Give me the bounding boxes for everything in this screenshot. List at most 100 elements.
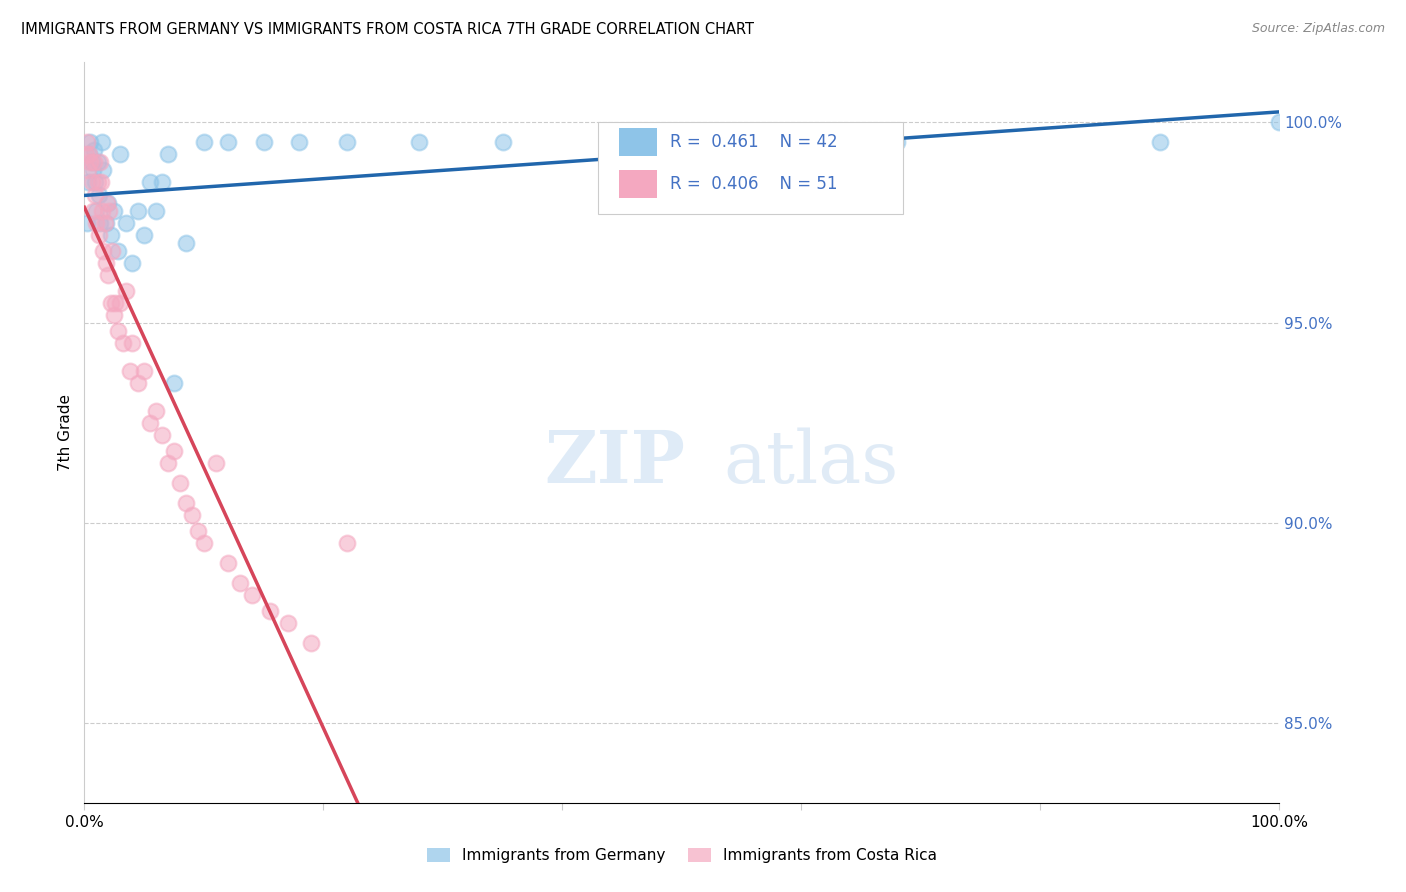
Point [145, 203, 167, 218]
Point [145, 403, 167, 417]
Point [104, 295, 127, 310]
Point [336, 136, 359, 150]
Point [193, 136, 215, 150]
Point [132, 227, 156, 242]
Point [121, 255, 143, 269]
Point [301, 636, 323, 650]
Point [288, 136, 311, 150]
Point [107, 324, 129, 338]
Point [89, 215, 111, 229]
Point [80, 176, 103, 190]
Point [163, 443, 186, 458]
Point [174, 235, 197, 250]
Point [84, 187, 107, 202]
Point [100, 227, 122, 242]
Point [83, 144, 105, 158]
Point [174, 496, 197, 510]
Point [91, 203, 114, 218]
Point [163, 376, 186, 390]
Text: Source: ZipAtlas.com: Source: ZipAtlas.com [1251, 22, 1385, 36]
Point [118, 363, 141, 377]
Point [157, 147, 180, 161]
FancyBboxPatch shape [599, 121, 903, 214]
Point [229, 575, 252, 590]
Point [110, 295, 132, 310]
Point [96, 195, 118, 210]
Point [103, 308, 125, 322]
Point [121, 335, 143, 350]
Point [205, 456, 228, 470]
Point [93, 163, 115, 178]
Point [132, 363, 156, 377]
Legend: Immigrants from Germany, Immigrants from Costa Rica: Immigrants from Germany, Immigrants from… [420, 842, 943, 869]
Text: atlas: atlas [724, 427, 898, 498]
Y-axis label: 7th Grade: 7th Grade [58, 394, 73, 471]
Point [82, 163, 104, 178]
Point [277, 615, 299, 630]
Point [82, 203, 104, 218]
Point [76, 136, 98, 150]
Point [87, 227, 110, 242]
Point [79, 155, 101, 169]
Point [1268, 115, 1291, 129]
Point [101, 244, 124, 258]
Point [97, 268, 120, 282]
Point [217, 556, 239, 570]
Point [240, 588, 263, 602]
Point [77, 176, 100, 190]
Point [77, 163, 100, 178]
Point [336, 535, 359, 549]
Point [94, 215, 117, 229]
Point [86, 155, 108, 169]
Point [253, 136, 276, 150]
Point [76, 215, 98, 229]
Point [107, 244, 129, 258]
Point [111, 335, 134, 350]
Text: IMMIGRANTS FROM GERMANY VS IMMIGRANTS FROM COSTA RICA 7TH GRADE CORRELATION CHAR: IMMIGRANTS FROM GERMANY VS IMMIGRANTS FR… [21, 22, 754, 37]
Text: ZIP: ZIP [544, 426, 685, 498]
Point [157, 456, 180, 470]
Point [89, 155, 111, 169]
Point [90, 176, 112, 190]
Point [187, 524, 209, 538]
Point [87, 187, 110, 202]
Point [217, 136, 239, 150]
Point [115, 284, 138, 298]
Point [93, 215, 115, 229]
Point [139, 176, 162, 190]
Point [86, 176, 108, 190]
Point [886, 136, 908, 150]
Point [612, 136, 634, 150]
Text: R =  0.406    N = 51: R = 0.406 N = 51 [671, 175, 838, 193]
Point [1149, 136, 1171, 150]
Point [79, 136, 101, 150]
Point [150, 427, 173, 442]
Point [492, 136, 515, 150]
Point [110, 147, 132, 161]
Point [103, 203, 125, 218]
Point [731, 136, 754, 150]
Point [86, 203, 108, 218]
Point [86, 215, 108, 229]
Point [127, 376, 149, 390]
Point [259, 604, 281, 618]
Bar [619, 128, 657, 156]
Point [91, 136, 114, 150]
Point [80, 155, 103, 169]
Point [93, 244, 115, 258]
Point [84, 176, 107, 190]
Point [98, 203, 121, 218]
Point [150, 176, 173, 190]
Point [127, 203, 149, 218]
Point [169, 475, 191, 490]
Point [181, 508, 204, 522]
Point [77, 147, 100, 161]
Point [77, 147, 100, 161]
Point [97, 195, 120, 210]
Bar [619, 169, 657, 198]
Point [83, 155, 105, 169]
Point [139, 416, 162, 430]
Point [115, 215, 138, 229]
Text: R =  0.461    N = 42: R = 0.461 N = 42 [671, 134, 838, 152]
Point [94, 255, 117, 269]
